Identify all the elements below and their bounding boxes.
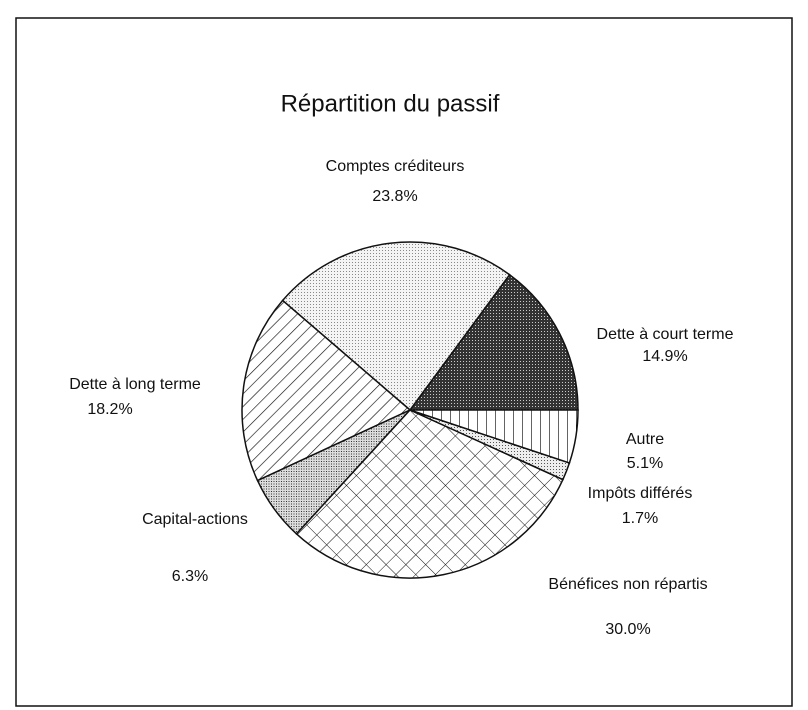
value-label: 5.1% xyxy=(627,455,663,472)
pie-slice xyxy=(281,241,511,412)
slice-label: Capital-actions xyxy=(142,511,248,528)
value-label: 6.3% xyxy=(172,568,208,585)
slice-label: Comptes créditeurs xyxy=(326,158,465,175)
slice-label: Autre xyxy=(626,431,664,448)
slice-label: Dette à court terme xyxy=(597,326,734,343)
slice-label: Dette à long terme xyxy=(69,376,201,393)
value-label: 14.9% xyxy=(642,348,687,365)
pie-slice xyxy=(241,299,412,482)
pie-slice xyxy=(408,273,579,411)
value-label: 18.2% xyxy=(87,401,132,418)
slice-label: Bénéfices non répartis xyxy=(548,576,707,593)
chart-title: Répartition du passif xyxy=(281,90,500,117)
value-label: 30.0% xyxy=(605,621,650,638)
pie-slice xyxy=(409,409,579,464)
slice-label: Impôts différés xyxy=(588,485,693,502)
value-label: 1.7% xyxy=(622,510,658,527)
frame xyxy=(15,17,793,707)
pie-slice xyxy=(295,409,564,579)
value-label: 23.8% xyxy=(372,188,417,205)
